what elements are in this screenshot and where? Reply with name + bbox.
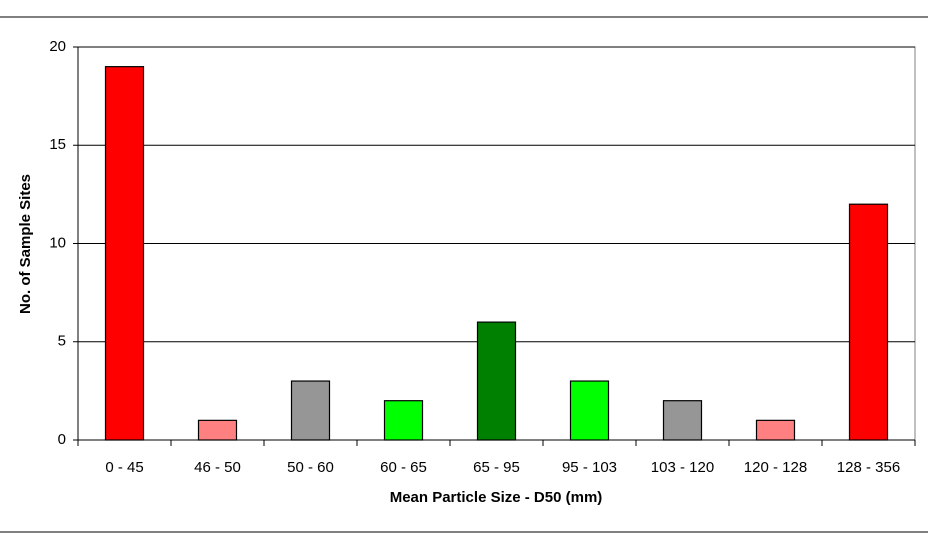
x-tick-label: 120 - 128: [744, 459, 807, 476]
x-axis-title: Mean Particle Size - D50 (mm): [390, 489, 603, 506]
bar: [476, 321, 517, 441]
bar: [662, 400, 703, 441]
bar: [104, 66, 145, 441]
bar: [569, 380, 610, 441]
x-tick-label: 60 - 65: [380, 459, 427, 476]
bar: [290, 380, 331, 441]
x-tick-label: 50 - 60: [287, 459, 334, 476]
bar: [197, 419, 238, 441]
x-tick-label: 95 - 103: [562, 459, 617, 476]
y-tick-label: 0: [58, 431, 66, 448]
bar: [755, 419, 796, 441]
x-tick-label: 103 - 120: [651, 459, 714, 476]
x-tick-label: 128 - 356: [837, 459, 900, 476]
y-tick-label: 10: [49, 234, 66, 251]
x-tick-label: 0 - 45: [105, 459, 143, 476]
y-axis-title: No. of Sample Sites: [17, 174, 34, 314]
y-tick-label: 5: [58, 333, 66, 350]
x-tick-label: 46 - 50: [194, 459, 241, 476]
bar: [848, 203, 889, 441]
y-tick-label: 15: [49, 136, 66, 153]
y-tick-label: 20: [49, 38, 66, 55]
bar: [383, 400, 424, 441]
x-tick-label: 65 - 95: [473, 459, 520, 476]
